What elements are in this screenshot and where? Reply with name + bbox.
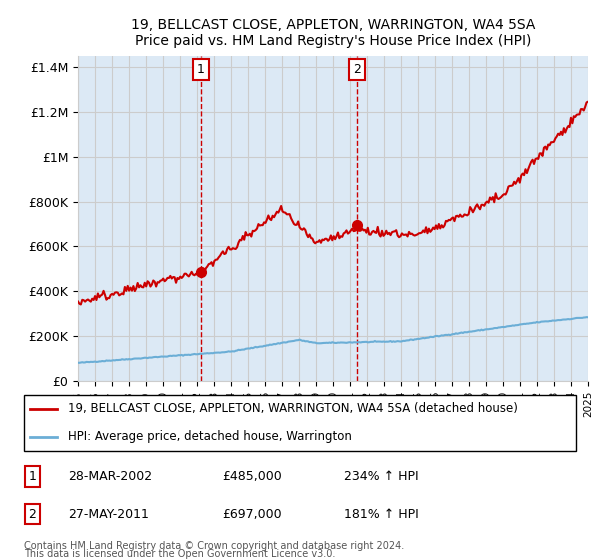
- Text: 19, BELLCAST CLOSE, APPLETON, WARRINGTON, WA4 5SA (detached house): 19, BELLCAST CLOSE, APPLETON, WARRINGTON…: [68, 402, 518, 416]
- Title: 19, BELLCAST CLOSE, APPLETON, WARRINGTON, WA4 5SA
Price paid vs. HM Land Registr: 19, BELLCAST CLOSE, APPLETON, WARRINGTON…: [131, 18, 535, 48]
- Text: £697,000: £697,000: [223, 507, 283, 521]
- Text: 28-MAR-2002: 28-MAR-2002: [68, 470, 152, 483]
- Text: 27-MAY-2011: 27-MAY-2011: [68, 507, 149, 521]
- Text: 234% ↑ HPI: 234% ↑ HPI: [344, 470, 419, 483]
- Text: 1: 1: [28, 470, 36, 483]
- Text: This data is licensed under the Open Government Licence v3.0.: This data is licensed under the Open Gov…: [24, 549, 335, 559]
- Text: £485,000: £485,000: [223, 470, 283, 483]
- Text: HPI: Average price, detached house, Warrington: HPI: Average price, detached house, Warr…: [68, 430, 352, 444]
- Text: 2: 2: [353, 63, 361, 76]
- FancyBboxPatch shape: [24, 395, 576, 451]
- Text: 181% ↑ HPI: 181% ↑ HPI: [344, 507, 419, 521]
- Text: Contains HM Land Registry data © Crown copyright and database right 2024.: Contains HM Land Registry data © Crown c…: [24, 541, 404, 551]
- Text: 2: 2: [28, 507, 36, 521]
- Text: 1: 1: [197, 63, 205, 76]
